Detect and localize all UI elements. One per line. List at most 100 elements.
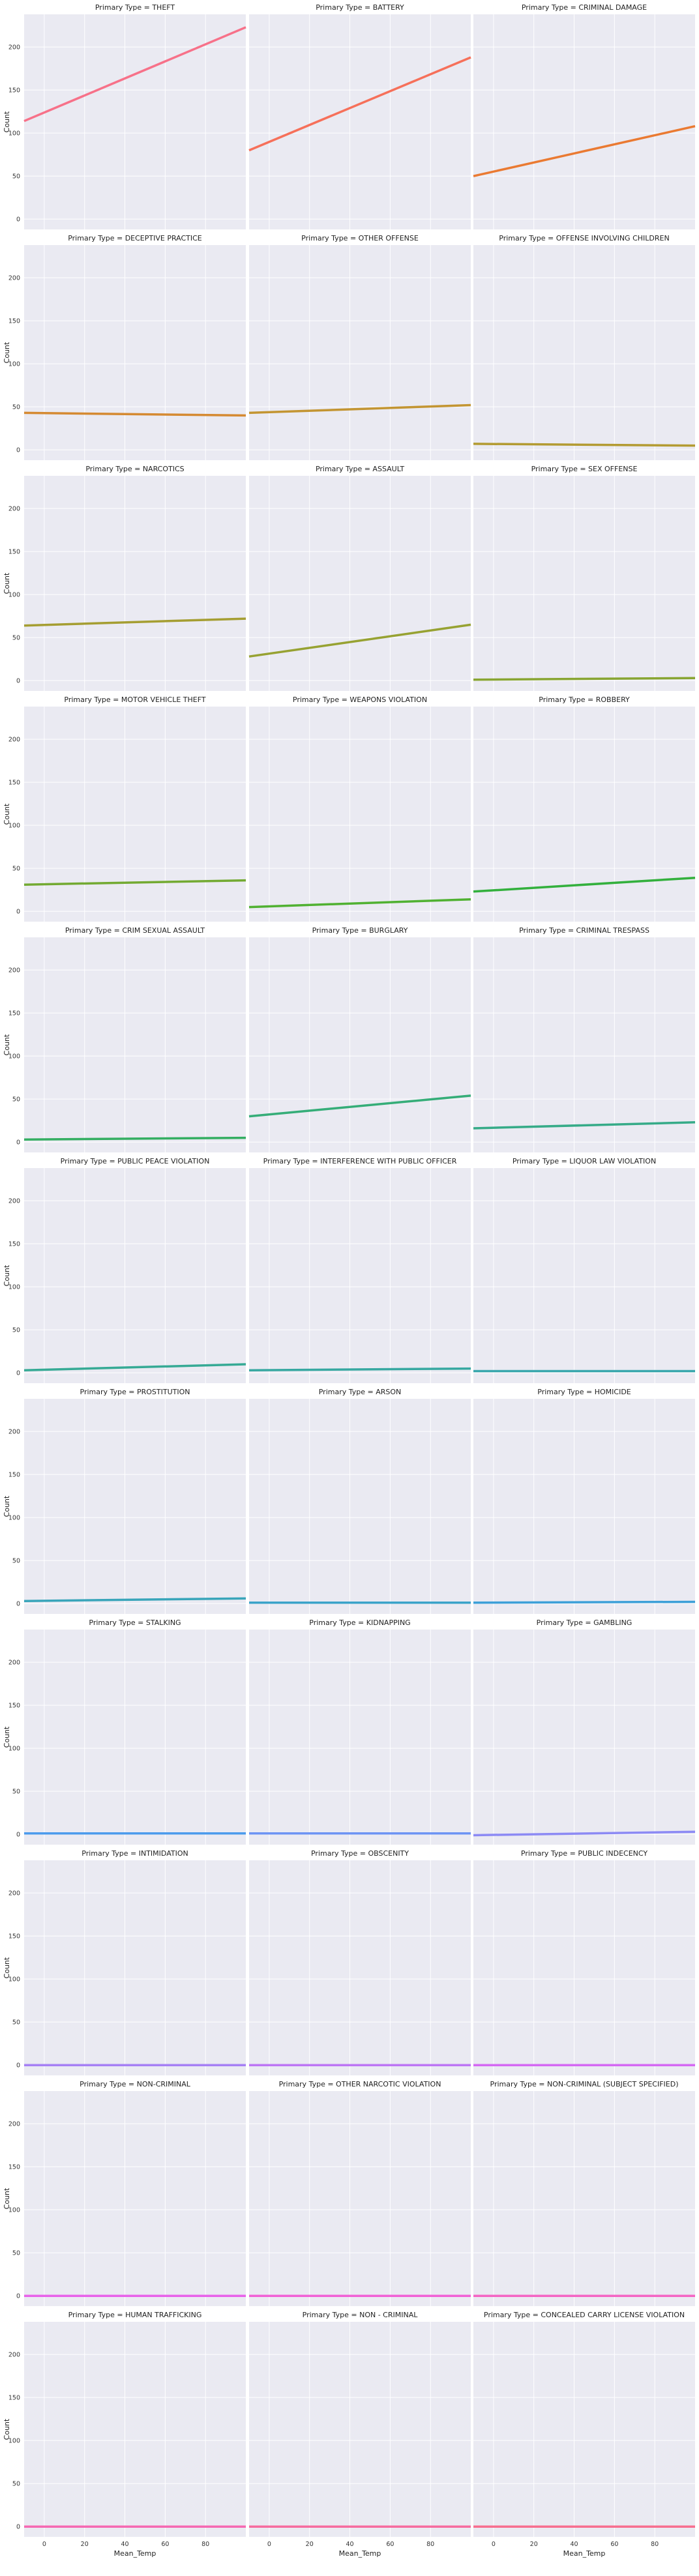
facet-panel: Primary Type = INTERFERENCE WITH PUBLIC … (248, 1157, 471, 1383)
panel-background (473, 2091, 695, 2306)
panel-background (249, 2091, 471, 2306)
x-tick-label: 80 (651, 2541, 659, 2548)
y-tick-label: 50 (12, 1096, 20, 1104)
facet-title: Primary Type = ROBBERY (539, 695, 630, 704)
y-tick-label: 50 (12, 173, 20, 181)
facet-panel: Primary Type = SEX OFFENSE (473, 465, 696, 691)
y-tick-label: 100 (8, 1976, 20, 1983)
facet-panel: Primary Type = PROSTITUTION 0 50 100 150 200 C… (3, 1388, 246, 1614)
facet-panel: Primary Type = BURGLARY (248, 926, 471, 1152)
x-axis-label: Mean_Temp (339, 2549, 381, 2558)
facet-title: Primary Type = DECEPTIVE PRACTICE (68, 234, 202, 242)
y-tick-label: 200 (8, 2121, 20, 2128)
panel-background (24, 1399, 246, 1614)
facet-title: Primary Type = NARCOTICS (85, 465, 184, 473)
y-tick-label: 150 (8, 549, 20, 556)
facet-title: Primary Type = INTIMIDATION (82, 1849, 188, 1858)
facet-title: Primary Type = BURGLARY (312, 926, 408, 935)
panel-background (249, 707, 471, 922)
facet-title: Primary Type = CONCEALED CARRY LICENSE V… (484, 2311, 685, 2319)
facet-panel: Primary Type = HOMICIDE (473, 1388, 696, 1614)
x-tick-label: 60 (386, 2541, 394, 2548)
series-line (23, 26, 246, 123)
y-tick-label: 150 (8, 1472, 20, 1479)
y-tick-label: 0 (16, 678, 20, 685)
panel-background (473, 1399, 695, 1614)
panel-background (24, 1630, 246, 1845)
panel-background (24, 1168, 246, 1383)
facet-title: Primary Type = PROSTITUTION (80, 1388, 190, 1396)
facet-title: Primary Type = NON - CRIMINAL (303, 2311, 419, 2319)
y-tick-label: 100 (8, 1746, 20, 1753)
facet-title: Primary Type = PUBLIC PEACE VIOLATION (61, 1157, 210, 1165)
facet-panel: Primary Type = INTIMIDATION 0 50 100 150 200 C… (3, 1849, 246, 2075)
facet-title: Primary Type = THEFT (95, 3, 175, 12)
y-tick-label: 50 (12, 2250, 20, 2257)
x-axis-label: Mean_Temp (563, 2549, 606, 2558)
facet-title: Primary Type = BATTERY (316, 3, 404, 12)
y-tick-label: 150 (8, 318, 20, 325)
y-axis-label: Count (3, 2418, 11, 2440)
panel-background (24, 476, 246, 691)
facet-title: Primary Type = MOTOR VEHICLE THEFT (64, 695, 205, 704)
facet-panel: Primary Type = ASSAULT (248, 465, 471, 691)
facet-panel: Primary Type = NON - CRIMINAL 0 20 40 60 80 Me… (249, 2311, 471, 2558)
x-tick-label: 80 (426, 2541, 434, 2548)
y-tick-label: 0 (16, 909, 20, 916)
y-axis-label: Count (3, 1034, 11, 1055)
series-line (248, 623, 471, 658)
panel-background (249, 14, 471, 229)
series-line (23, 1363, 246, 1371)
y-tick-label: 200 (8, 1660, 20, 1667)
y-tick-label: 100 (8, 1053, 20, 1061)
panel-background (249, 476, 471, 691)
y-tick-label: 150 (8, 1933, 20, 1940)
facet-panel: Primary Type = OFFENSE INVOLVING CHILDRE… (473, 234, 696, 460)
y-tick-label: 50 (12, 404, 20, 411)
panel-background (24, 14, 246, 229)
facet-title: Primary Type = WEAPONS VIOLATION (293, 695, 427, 704)
panel-background (24, 937, 246, 1152)
y-tick-label: 150 (8, 2395, 20, 2402)
series-line (23, 617, 246, 627)
facet-panel: Primary Type = OBSCENITY (249, 1849, 471, 2075)
facet-panel: Primary Type = MOTOR VEHICLE THEFT 0 50 100… (3, 695, 246, 922)
y-tick-label: 200 (8, 1890, 20, 1897)
panel-background (249, 1860, 471, 2075)
facet-title: Primary Type = HUMAN TRAFFICKING (68, 2311, 202, 2319)
y-tick-label: 0 (16, 1139, 20, 1147)
facet-panel: Primary Type = OTHER OFFENSE (248, 234, 471, 460)
panel-background (249, 1630, 471, 1845)
y-tick-label: 150 (8, 2164, 20, 2171)
facet-title: Primary Type = PUBLIC INDECENCY (521, 1849, 647, 1858)
panel-background (249, 1168, 471, 1383)
y-tick-label: 100 (8, 2438, 20, 2445)
facet-panel: Primary Type = NON-CRIMINAL 0 50 100 150 200 C… (3, 2080, 246, 2306)
x-tick-label: 20 (530, 2541, 538, 2548)
facet-panel: Primary Type = BATTERY (248, 3, 471, 229)
y-tick-label: 150 (8, 1241, 20, 1248)
panel-background (24, 707, 246, 922)
x-tick-label: 0 (492, 2541, 496, 2548)
facet-panel: Primary Type = HUMAN TRAFFICKING 0 50 100 15… (3, 2311, 246, 2558)
panel-background (249, 2322, 471, 2537)
x-tick-label: 0 (42, 2541, 46, 2548)
facet-panel: Primary Type = PUBLIC PEACE VIOLATION 0 50… (3, 1157, 246, 1383)
panel-background (249, 937, 471, 1152)
facet-panel: Primary Type = ARSON (249, 1388, 471, 1614)
series-line (23, 411, 246, 417)
series-line (248, 56, 471, 152)
x-tick-label: 20 (306, 2541, 314, 2548)
y-tick-label: 0 (16, 1601, 20, 1608)
facet-title: Primary Type = OTHER OFFENSE (301, 234, 419, 242)
series-line (473, 1121, 696, 1130)
x-tick-label: 40 (346, 2541, 353, 2548)
y-tick-label: 100 (8, 1515, 20, 1522)
y-tick-label: 50 (12, 2481, 20, 2488)
y-tick-label: 200 (8, 967, 20, 974)
y-tick-label: 0 (16, 447, 20, 454)
y-tick-label: 100 (8, 2207, 20, 2214)
y-tick-label: 50 (12, 1327, 20, 1334)
y-tick-label: 200 (8, 1198, 20, 1205)
